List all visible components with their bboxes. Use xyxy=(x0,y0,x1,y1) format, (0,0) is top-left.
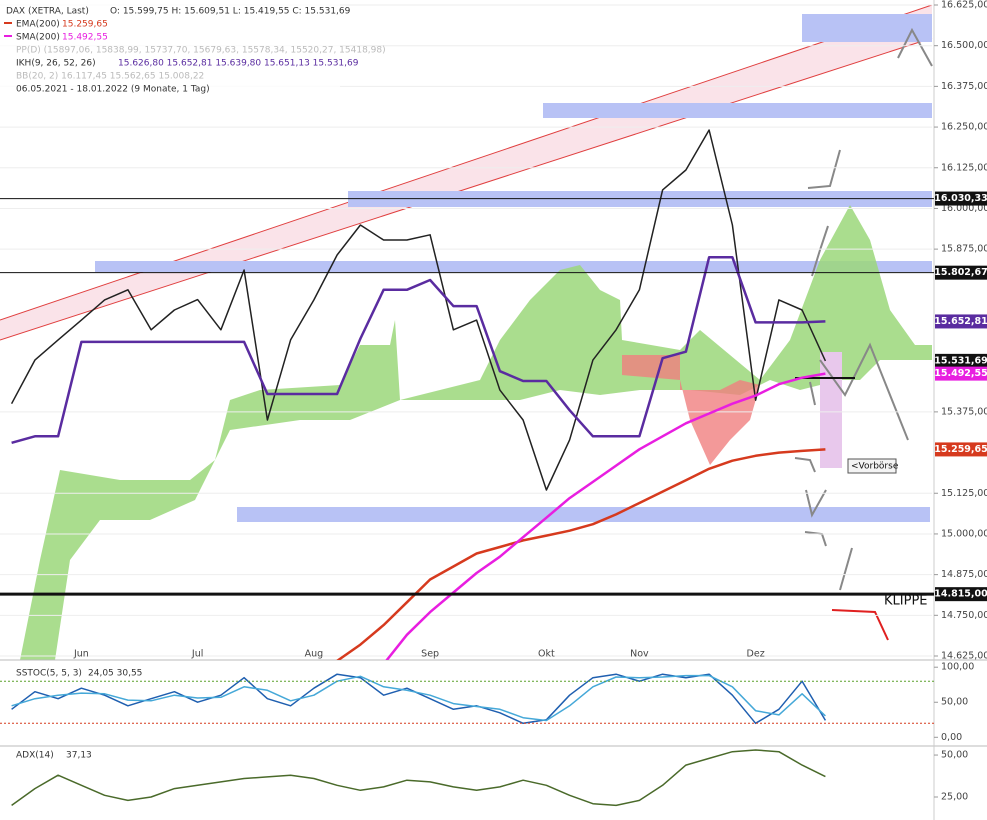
y-tick-label: 16.375,00 xyxy=(941,81,987,92)
legend-note: BB(20, 2) 16.117,45 15.562,65 15.008,22 xyxy=(16,72,204,82)
panel-title: SSTOC(5, 5, 3) xyxy=(16,669,82,679)
red-arrow xyxy=(831,609,889,641)
legend-note: PP(D) (15897,06, 15838,99, 15737,70, 156… xyxy=(16,46,386,56)
annotation: <Vorbörse xyxy=(851,462,899,472)
level-label-box xyxy=(935,587,987,602)
legend-name: IKH(9, 26, 52, 26) xyxy=(16,59,96,69)
legend-note: 06.05.2021 - 18.01.2022 (9 Monate, 1 Tag… xyxy=(16,85,210,95)
y-tick-label: 50,00 xyxy=(941,750,968,761)
legend-swatch xyxy=(4,35,12,37)
y-tick-label: 14.625,00 xyxy=(941,651,987,662)
zone xyxy=(95,261,932,272)
y-tick-label: 50,00 xyxy=(941,697,968,708)
annotation: KLIPPE xyxy=(884,594,928,609)
level-label: 15.652,81 xyxy=(934,316,987,327)
legend-name: DAX (XETRA, Last) xyxy=(6,7,89,17)
level-label-box xyxy=(935,191,987,206)
ichimoku-cloud-red xyxy=(622,355,760,465)
x-tick-label: Jun xyxy=(73,649,89,660)
legend-name: EMA(200) xyxy=(16,20,60,30)
panel-value: 37,13 xyxy=(66,751,92,761)
level-label-box xyxy=(935,314,987,329)
series-line xyxy=(385,372,826,660)
level-label-box xyxy=(935,265,987,280)
legend-bg xyxy=(0,0,340,96)
panel xyxy=(11,749,826,807)
series-line xyxy=(11,749,826,807)
legend-name: SMA(200) xyxy=(16,33,60,43)
y-tick-label: 15.375,00 xyxy=(941,406,987,417)
panel xyxy=(11,673,827,725)
level-label: 15.802,67 xyxy=(934,267,987,278)
level-label: 16.030,33 xyxy=(934,193,987,204)
level-label-box xyxy=(935,353,987,368)
series-line xyxy=(336,448,826,660)
y-tick-label: 15.875,00 xyxy=(941,244,987,255)
ichimoku-cloud xyxy=(20,205,932,660)
panel-value: 24,05 30,55 xyxy=(88,669,142,679)
legend-value: 15.259,65 xyxy=(62,20,108,30)
y-tick-label: 0,00 xyxy=(941,732,962,743)
y-tick-label: 14.750,00 xyxy=(941,610,987,621)
x-tick-label: Nov xyxy=(630,649,649,660)
panel-title: ADX(14) xyxy=(16,751,54,761)
y-tick-label: 14.875,00 xyxy=(941,569,987,580)
level-label: 15.531,69 xyxy=(934,355,987,366)
legend-value: 15.492,55 xyxy=(62,33,108,43)
y-tick-label: 16.625,00 xyxy=(941,0,987,11)
annotation-box xyxy=(847,458,897,474)
zone xyxy=(237,507,930,522)
y-tick-label: 16.000,00 xyxy=(941,203,987,214)
y-tick-label: 15.000,00 xyxy=(941,528,987,539)
legend-swatch xyxy=(4,22,12,24)
premarket-zone xyxy=(820,352,842,468)
y-tick-label: 16.125,00 xyxy=(941,162,987,173)
y-tick-label: 16.500,00 xyxy=(941,40,987,51)
x-tick-label: Okt xyxy=(538,649,555,660)
zone xyxy=(802,14,932,42)
level-label-box xyxy=(935,442,987,457)
y-tick-label: 100,00 xyxy=(941,662,974,673)
series-line xyxy=(11,674,826,722)
legend-value: O: 15.599,75 H: 15.609,51 L: 15.419,55 C… xyxy=(110,7,351,17)
level-label: 15.492,55 xyxy=(934,368,987,379)
x-tick-label: Aug xyxy=(305,649,324,660)
x-tick-label: Sep xyxy=(421,649,439,660)
y-tick-label: 15.125,00 xyxy=(941,488,987,499)
series-line xyxy=(10,129,827,491)
trend-line xyxy=(0,37,933,341)
y-tick-label: 16.250,00 xyxy=(941,122,987,133)
level-label: 14.815,00 xyxy=(934,589,987,600)
legend-value: 15.626,80 15.652,81 15.639,80 15.651,13 … xyxy=(118,59,359,69)
level-label-box xyxy=(935,366,987,381)
trend-channel xyxy=(0,5,932,340)
series-line xyxy=(11,256,826,445)
x-tick-label: Jul xyxy=(191,649,203,660)
level-label: 15.259,65 xyxy=(934,444,987,455)
zone xyxy=(543,103,932,118)
x-tick-label: Dez xyxy=(747,649,765,660)
y-tick-label: 25,00 xyxy=(941,792,968,803)
